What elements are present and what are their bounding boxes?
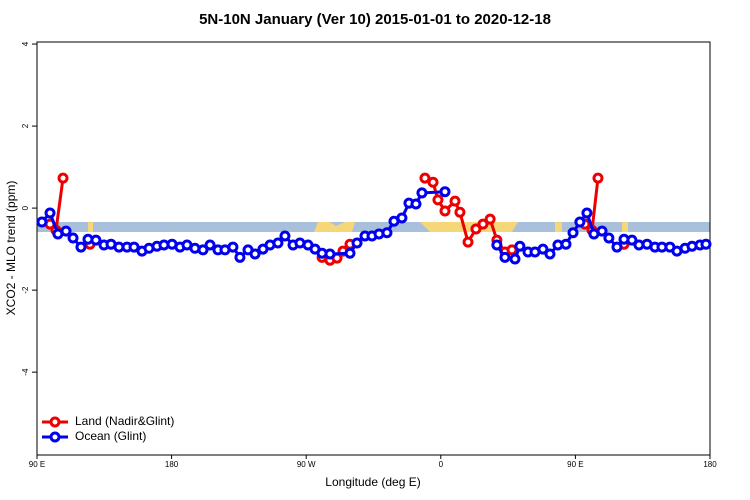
land-patch (420, 222, 518, 232)
data-point (449, 195, 461, 207)
data-point (57, 172, 69, 184)
data-point (234, 251, 246, 263)
data-point (462, 236, 474, 248)
data-point (509, 253, 521, 265)
data-point (351, 237, 363, 249)
data-point (60, 225, 72, 237)
data-point (324, 248, 336, 260)
chart-title: 5N-10N January (Ver 10) 2015-01-01 to 20… (199, 11, 551, 28)
data-point (227, 241, 239, 253)
data-point (128, 241, 140, 253)
data-point (484, 213, 496, 225)
data-point (454, 206, 466, 218)
data-point (470, 223, 482, 235)
data-point (67, 232, 79, 244)
legend-label: Land (Nadir&Glint) (75, 414, 174, 428)
y-tick-label: 4 (21, 41, 30, 46)
data-point (560, 238, 572, 250)
data-point (611, 241, 623, 253)
data-point (396, 212, 408, 224)
data-point (514, 240, 526, 252)
data-point (90, 234, 102, 246)
data-point (574, 216, 586, 228)
data-point (381, 227, 393, 239)
data-point (567, 227, 579, 239)
data-point (197, 244, 209, 256)
y-tick-label: -2 (21, 286, 30, 294)
data-point (700, 238, 712, 250)
data-point (204, 239, 216, 251)
legend-marker (49, 416, 61, 428)
data-point (36, 216, 48, 228)
legend-label: Ocean (Glint) (75, 429, 146, 443)
data-point (416, 187, 428, 199)
land-patch (622, 222, 628, 232)
data-point (477, 218, 489, 230)
x-tick-label: 180 (165, 460, 179, 469)
data-point (75, 241, 87, 253)
data-point (544, 248, 556, 260)
data-point (581, 207, 593, 219)
data-point (499, 251, 511, 263)
y-tick-label: 2 (21, 123, 30, 128)
x-tick-label: 90 W (297, 460, 316, 469)
legend-marker (49, 431, 61, 443)
data-point (44, 207, 56, 219)
x-tick-label: 90 E (567, 460, 583, 469)
data-point (537, 243, 549, 255)
x-tick-label: 0 (439, 460, 444, 469)
data-point (592, 172, 604, 184)
y-tick-label: 0 (21, 205, 30, 210)
x-tick-label: 90 E (29, 460, 45, 469)
x-axis-label: Longitude (deg E) (325, 475, 420, 489)
map-strip (37, 222, 710, 232)
land-patch (555, 222, 562, 232)
x-tick-label: 180 (703, 460, 717, 469)
plot-frame (36, 41, 711, 456)
data-point (272, 237, 284, 249)
ocean-strip (37, 222, 710, 232)
y-axis-label: XCO2 - MLO trend (ppm) (4, 181, 18, 316)
data-point (596, 225, 608, 237)
land-patch (88, 222, 93, 232)
y-tick-label: -4 (21, 368, 30, 376)
data-point (427, 176, 439, 188)
data-point (432, 194, 444, 206)
data-point (279, 230, 291, 242)
land-patch (314, 222, 355, 232)
data-point (491, 239, 503, 251)
data-point (626, 234, 638, 246)
data-point (439, 205, 451, 217)
data-point (419, 172, 431, 184)
data-point (249, 248, 261, 260)
data-point (439, 186, 451, 198)
data-point (603, 232, 615, 244)
data-point (410, 198, 422, 210)
data-point (344, 247, 356, 259)
